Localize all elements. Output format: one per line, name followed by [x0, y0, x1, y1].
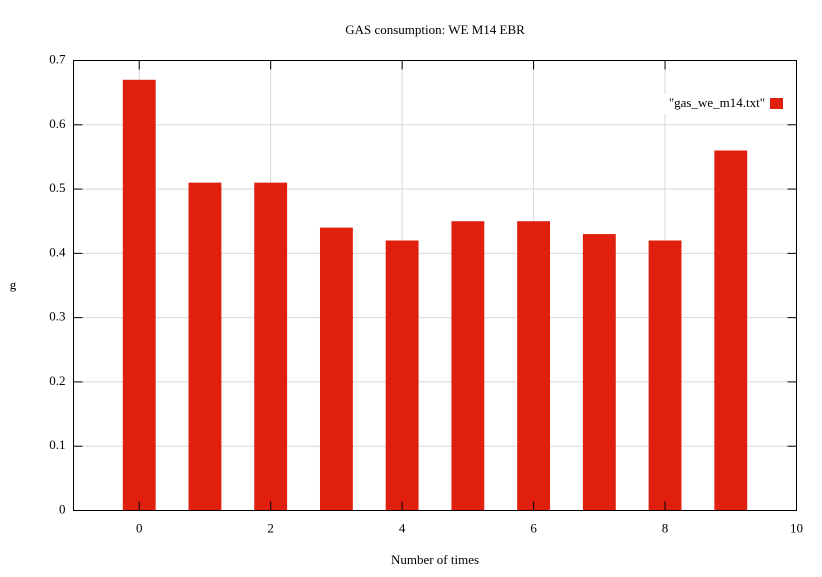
bar — [319, 227, 353, 511]
bar — [254, 182, 288, 511]
bar — [517, 221, 551, 511]
y-axis-label: g — [10, 277, 17, 292]
x-tick-label: 2 — [267, 520, 274, 535]
y-tick-label: 0.3 — [49, 309, 65, 324]
bar — [188, 182, 222, 511]
x-tick-label: 8 — [662, 520, 669, 535]
legend-label: "gas_we_m14.txt" — [669, 95, 765, 110]
bar — [648, 240, 682, 511]
x-tick-label: 4 — [399, 520, 406, 535]
bars — [122, 79, 748, 511]
bar — [451, 221, 485, 511]
x-tick-label: 10 — [790, 520, 803, 535]
legend-background — [620, 94, 790, 114]
y-tick-label: 0 — [59, 501, 66, 516]
bar — [122, 79, 156, 511]
y-tick-label: 0.4 — [49, 244, 66, 259]
y-tick-label: 0.7 — [49, 51, 66, 66]
x-tick-label: 0 — [136, 520, 143, 535]
y-tick-label: 0.6 — [49, 116, 66, 131]
chart-title: GAS consumption: WE M14 EBR — [345, 22, 525, 37]
y-tick-label: 0.5 — [49, 180, 65, 195]
bar — [714, 150, 748, 511]
bar — [385, 240, 419, 511]
plot-frame — [73, 60, 797, 511]
x-axis-label: Number of times — [391, 552, 479, 567]
legend-swatch — [770, 98, 783, 109]
bar — [582, 234, 616, 511]
y-tick-label: 0.1 — [49, 437, 65, 452]
x-tick-label: 6 — [530, 520, 537, 535]
grid — [73, 60, 797, 511]
y-tick-label: 0.2 — [49, 373, 65, 388]
